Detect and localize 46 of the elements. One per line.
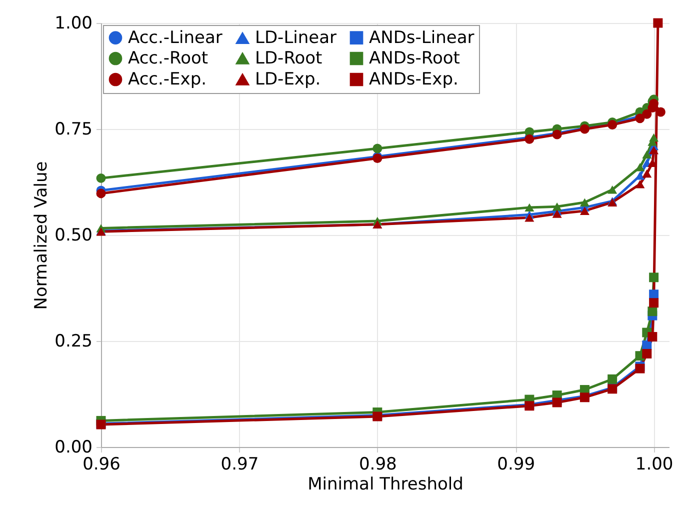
x-axis-title: Minimal Threshold — [308, 474, 464, 494]
point — [372, 144, 382, 154]
y-tick-label: 0.00 — [54, 438, 92, 458]
point — [635, 180, 645, 188]
legend-label: Acc.-Exp. — [128, 70, 207, 90]
y-tick-label: 1.00 — [54, 14, 92, 34]
legend-label: LD-Linear — [255, 28, 337, 48]
point — [552, 202, 562, 211]
point — [653, 18, 663, 28]
point — [642, 150, 652, 159]
y-axis-title: Normalized Value — [32, 161, 52, 310]
x-tick-label: 0.99 — [497, 454, 536, 474]
point — [635, 163, 645, 172]
point — [642, 169, 652, 178]
point — [608, 374, 618, 384]
x-tick-label: 0.97 — [220, 454, 259, 474]
point — [649, 298, 659, 308]
y-tick-label: 0.25 — [54, 332, 92, 352]
point — [635, 172, 645, 180]
legend-label: ANDs-Linear — [369, 28, 474, 48]
point — [648, 158, 658, 168]
point — [552, 210, 562, 218]
point — [524, 214, 534, 222]
legend-label: Acc.-Linear — [128, 28, 222, 48]
y-tick-label: 0.75 — [54, 120, 92, 140]
legend-label: LD-Root — [255, 48, 323, 68]
x-tick-label: 0.96 — [82, 454, 120, 474]
legend-label: LD-Exp. — [255, 70, 321, 90]
point — [649, 133, 659, 142]
point — [96, 188, 106, 198]
point — [524, 203, 534, 212]
point — [608, 186, 618, 194]
x-tick-label: 0.98 — [358, 454, 397, 474]
point — [642, 109, 652, 119]
legend-label: ANDs-Root — [369, 48, 460, 68]
point — [580, 198, 590, 206]
x-tick-label: 1.00 — [635, 454, 674, 474]
legend-label: Acc.-Root — [128, 48, 208, 68]
point — [648, 306, 658, 316]
point — [580, 206, 590, 215]
point — [648, 332, 658, 342]
legend-label: ANDs-Exp. — [369, 70, 458, 90]
y-tick-label: 0.50 — [54, 226, 92, 246]
point — [649, 272, 659, 282]
point — [642, 348, 652, 358]
point — [96, 173, 106, 183]
